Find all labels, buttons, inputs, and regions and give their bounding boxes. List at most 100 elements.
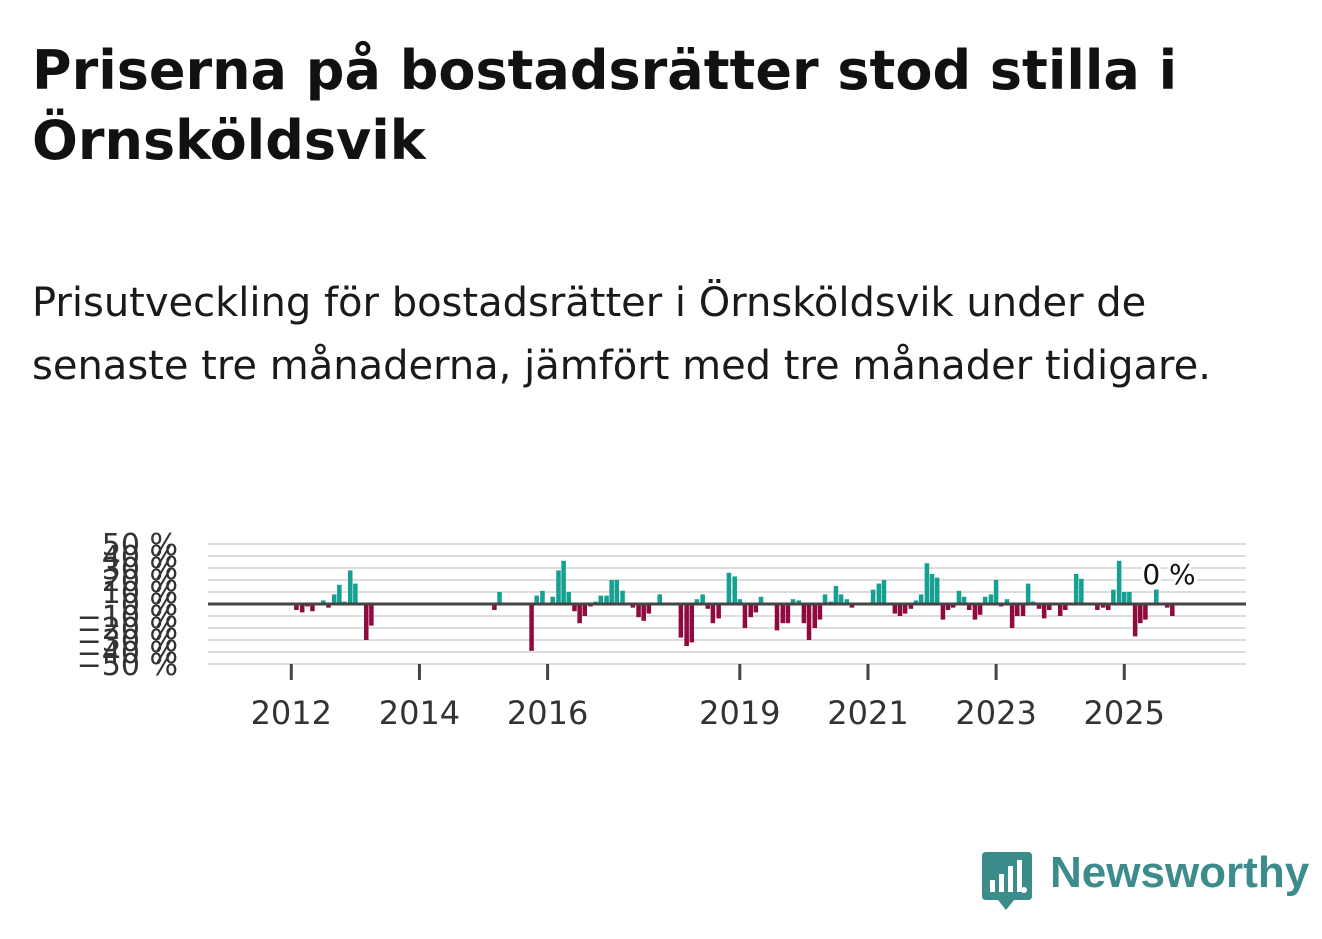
x-tick-label: 2012 (251, 694, 332, 732)
bar (1116, 560, 1122, 604)
newsworthy-logo: Newsworthy (980, 846, 1309, 910)
bar (785, 604, 791, 624)
bar (934, 577, 940, 604)
bar (774, 604, 780, 631)
bar (598, 595, 604, 604)
bar (977, 604, 983, 615)
bar (326, 604, 331, 608)
bar (636, 604, 641, 618)
bar (620, 590, 625, 604)
y-tick-label: −40 % (77, 636, 178, 671)
y-tick-label: 10 % (102, 576, 178, 611)
bar (1041, 604, 1047, 619)
bar (801, 604, 807, 624)
bar (550, 596, 555, 604)
bar (753, 604, 759, 613)
y-axis-tick-labels: 50 %40 %30 %20 %10 %0 %−10 %−20 %−30 %−4… (77, 528, 178, 683)
bar (1132, 604, 1138, 637)
bar (1047, 604, 1052, 610)
y-tick-label: 40 % (102, 540, 178, 575)
brand-name: Newsworthy (1050, 848, 1310, 897)
bar (817, 604, 823, 620)
bar (732, 576, 737, 604)
x-tick-label: 2016 (507, 694, 588, 732)
bar (310, 604, 315, 612)
bar (1004, 599, 1010, 604)
bar (1036, 604, 1042, 609)
bar (849, 604, 855, 608)
bar (556, 570, 561, 604)
chart-subtitle: Prisutveckling för bostadsrätter i Örnsk… (32, 280, 1211, 389)
bar (892, 604, 898, 614)
bar (604, 595, 609, 604)
bar (1095, 604, 1100, 610)
bar (929, 574, 935, 604)
bar (1105, 604, 1111, 610)
bar (700, 594, 705, 604)
x-tick-label: 2025 (1084, 694, 1165, 732)
bar (1073, 574, 1079, 604)
bar (1057, 604, 1063, 616)
bar (961, 596, 967, 604)
bar-chart-speech-bubble-icon (982, 852, 1032, 910)
bar (572, 604, 577, 612)
bar (540, 590, 545, 604)
bar (369, 604, 374, 626)
bar (577, 604, 582, 624)
bar (924, 563, 930, 604)
bar (678, 604, 684, 638)
bar (833, 586, 839, 604)
y-tick-label: 0 % (121, 588, 178, 623)
bar (790, 599, 796, 604)
bar (1121, 592, 1127, 604)
bar (796, 600, 802, 604)
bar (337, 584, 342, 604)
bar (806, 604, 812, 640)
bar (684, 604, 689, 646)
y-tick-label: −20 % (77, 612, 178, 647)
bar (870, 589, 876, 604)
bar (705, 604, 711, 609)
bar (331, 594, 337, 604)
y-tick-label: 50 % (102, 528, 178, 563)
bar (1170, 604, 1175, 616)
bar (689, 604, 695, 643)
bar (742, 604, 748, 628)
bar (945, 604, 951, 610)
bar (737, 599, 743, 604)
bar-chart: 50 %40 %30 %20 %10 %0 %−10 %−20 %−30 %−4… (77, 528, 1246, 732)
bar (1014, 604, 1020, 616)
bar (609, 580, 614, 604)
y-tick-label: 20 % (102, 564, 178, 599)
bar (950, 604, 956, 608)
chart-title: Priserna på bostadsrätter stod stilla i … (32, 39, 1178, 172)
bar (1111, 589, 1116, 604)
bar (897, 604, 903, 616)
bar (1009, 604, 1015, 628)
bar (838, 594, 844, 604)
bar (972, 604, 978, 620)
bar (347, 570, 353, 604)
bar (876, 583, 882, 604)
bar (758, 596, 764, 604)
x-tick-label: 2014 (379, 694, 460, 732)
bar (321, 600, 326, 604)
bar (1127, 592, 1132, 604)
bar (956, 590, 962, 604)
y-tick-label: −10 % (77, 600, 178, 635)
bar (1164, 604, 1170, 608)
bar (566, 592, 572, 604)
x-tick-label: 2021 (827, 694, 908, 732)
y-tick-label: −50 % (77, 648, 178, 683)
bar (657, 594, 662, 604)
bar (908, 604, 914, 609)
bar (812, 604, 818, 628)
bar (902, 604, 908, 614)
bar (1063, 604, 1068, 610)
bar (1154, 589, 1159, 604)
bar (710, 604, 716, 624)
bar (561, 560, 566, 604)
bar (988, 594, 994, 604)
bar (1079, 578, 1084, 604)
bar (694, 599, 700, 604)
